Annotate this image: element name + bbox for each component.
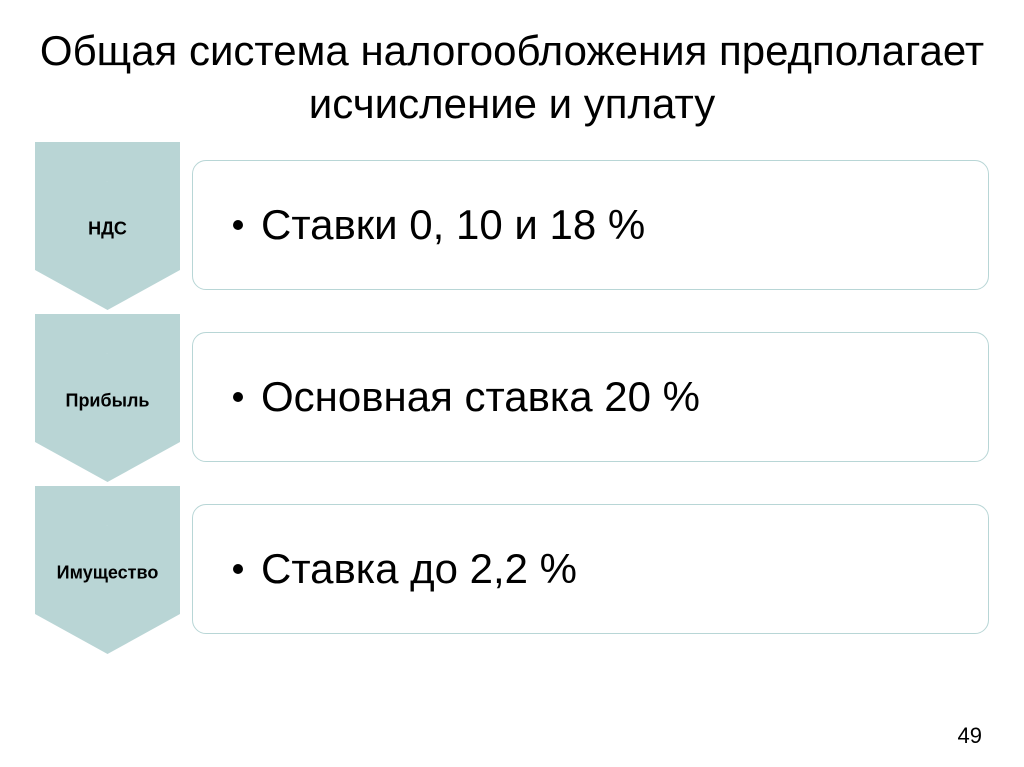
bullet-item: Ставки 0, 10 и 18 %	[233, 201, 645, 249]
bullet-item: Основная ставка 20 %	[233, 373, 700, 421]
chevron-block: НДС	[35, 160, 180, 290]
chevron-block: Прибыль	[35, 332, 180, 462]
list-item: Прибыль Основная ставка 20 %	[35, 332, 989, 462]
bullet-dot-icon	[233, 392, 243, 402]
chevron-block: Имущество	[35, 504, 180, 634]
card-text: Основная ставка 20 %	[261, 373, 700, 421]
bullet-item: Ставка до 2,2 %	[233, 545, 577, 593]
list-item: НДС Ставки 0, 10 и 18 %	[35, 160, 989, 290]
slide-title: Общая система налогообложения предполага…	[35, 25, 989, 130]
slide-number: 49	[958, 723, 982, 749]
info-card: Ставка до 2,2 %	[192, 504, 989, 634]
info-card: Ставки 0, 10 и 18 %	[192, 160, 989, 290]
card-text: Ставки 0, 10 и 18 %	[261, 201, 645, 249]
chevron-label: НДС	[35, 219, 180, 240]
chevron-label: Имущество	[35, 563, 180, 584]
info-card: Основная ставка 20 %	[192, 332, 989, 462]
bullet-dot-icon	[233, 564, 243, 574]
bullet-dot-icon	[233, 220, 243, 230]
list-item: Имущество Ставка до 2,2 %	[35, 504, 989, 634]
rows-container: НДС Ставки 0, 10 и 18 % Прибыль Основная…	[35, 160, 989, 634]
card-text: Ставка до 2,2 %	[261, 545, 577, 593]
chevron-label: Прибыль	[35, 391, 180, 412]
